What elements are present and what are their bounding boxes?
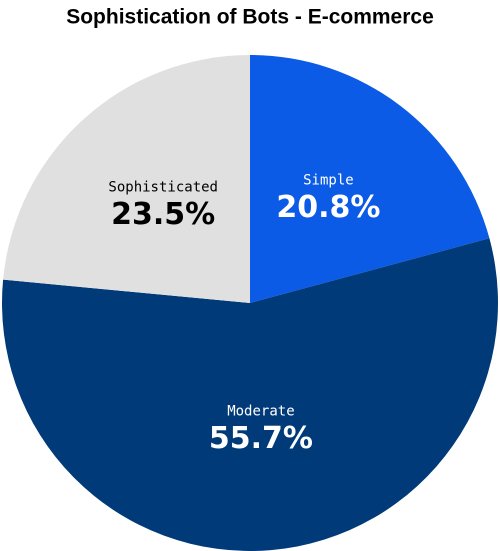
slice-label: Moderate xyxy=(227,403,294,419)
slice-label: Sophisticated xyxy=(108,180,218,196)
chart-title: Sophistication of Bots - E-commerce xyxy=(66,6,434,29)
pie-slice xyxy=(250,55,490,303)
slice-value-label: 23.5% xyxy=(111,197,215,232)
slice-label: Simple xyxy=(303,173,354,189)
slice-value-label: 55.7% xyxy=(209,421,313,456)
pie-slice xyxy=(3,55,251,303)
slice-value-label: 20.8% xyxy=(276,190,380,225)
pie-slice xyxy=(2,238,499,551)
